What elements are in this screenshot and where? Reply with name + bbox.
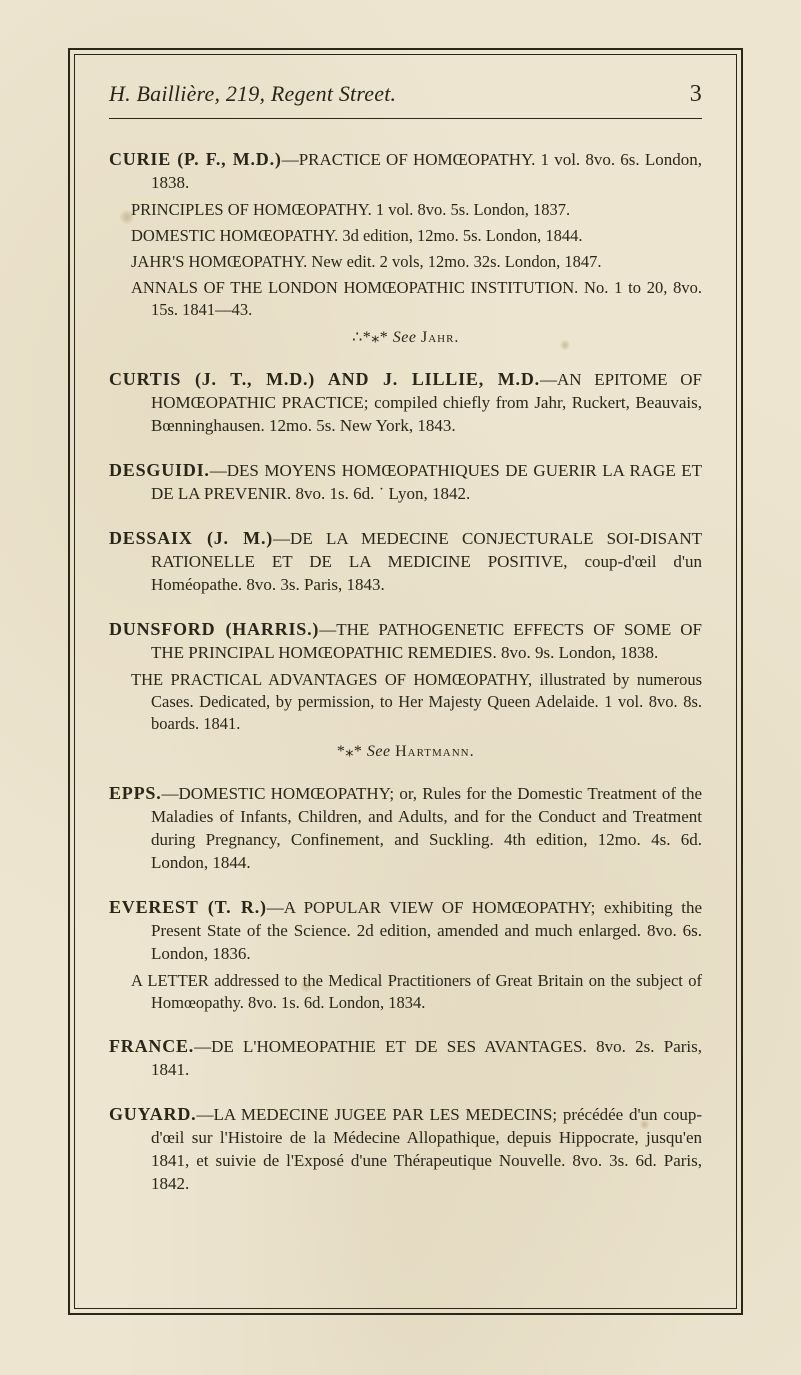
catalogue-entry: DESGUIDI.—DES MOYENS HOMŒOPATHIQUES DE G… — [109, 458, 702, 506]
entry-lead: CURTIS (J. T., M.D.) AND J. LILLIE, M.D.… — [109, 367, 702, 438]
see-word: See — [367, 743, 395, 760]
entry-author: GUYARD. — [109, 1104, 196, 1124]
entry-sub: A LETTER addressed to the Medical Practi… — [109, 970, 702, 1014]
page-number: 3 — [690, 81, 702, 108]
entry-author: CURIE (P. F., M.D.) — [109, 149, 282, 169]
entry-lead-rest: —LA MEDECINE JUGEE PAR LES MEDECINS; pré… — [151, 1105, 702, 1193]
catalogue-entry: FRANCE.—DE L'HOMEOPATHIE ET DE SES AVANT… — [109, 1034, 702, 1082]
see-word: See — [393, 329, 421, 346]
entry-lead: GUYARD.—LA MEDECINE JUGEE PAR LES MEDECI… — [109, 1102, 702, 1196]
catalogue-entry: DESSAIX (J. M.)—DE LA MEDECINE CONJECTUR… — [109, 526, 702, 597]
entry-sub: JAHR'S HOMŒOPATHY. New edit. 2 vols, 12m… — [109, 251, 702, 273]
catalogue-entry: GUYARD.—LA MEDECINE JUGEE PAR LES MEDECI… — [109, 1102, 702, 1196]
catalogue-entry: EPPS.—DOMESTIC HOMŒOPATHY; or, Rules for… — [109, 781, 702, 875]
see-reference: ∴*⁎* See Jahr. — [109, 327, 702, 347]
entry-lead: DESGUIDI.—DES MOYENS HOMŒOPATHIQUES DE G… — [109, 458, 702, 506]
entry-sub: THE PRACTICAL ADVANTAGES OF HOMŒOPATHY, … — [109, 669, 702, 735]
catalogue-entry: CURTIS (J. T., M.D.) AND J. LILLIE, M.D.… — [109, 367, 702, 438]
entry-lead: FRANCE.—DE L'HOMEOPATHIE ET DE SES AVANT… — [109, 1034, 702, 1082]
entry-lead: DUNSFORD (HARRIS.)—THE PATHOGENETIC EFFE… — [109, 617, 702, 665]
running-head: H. Baillière, 219, Regent Street. 3 — [109, 81, 702, 108]
entry-sub: PRINCIPLES OF HOMŒOPATHY. 1 vol. 8vo. 5s… — [109, 199, 702, 221]
running-title: H. Baillière, 219, Regent Street. — [109, 81, 396, 107]
head-rule — [109, 118, 702, 119]
see-mark: ∴*⁎* — [352, 329, 393, 346]
see-name: Hartmann — [395, 743, 470, 760]
entry-lead: CURIE (P. F., M.D.)—PRACTICE OF HOMŒOPAT… — [109, 147, 702, 195]
entry-author: EPPS. — [109, 783, 162, 803]
catalogue-entry: DUNSFORD (HARRIS.)—THE PATHOGENETIC EFFE… — [109, 617, 702, 761]
inner-border: H. Baillière, 219, Regent Street. 3 CURI… — [74, 54, 737, 1309]
see-reference: *⁎* See Hartmann. — [109, 741, 702, 761]
entry-lead-rest: —DE L'HOMEOPATHIE ET DE SES AVANTAGES. 8… — [151, 1037, 702, 1079]
page: H. Baillière, 219, Regent Street. 3 CURI… — [0, 0, 801, 1375]
entry-author: DESGUIDI. — [109, 460, 210, 480]
entry-lead-rest: —DOMESTIC HOMŒOPATHY; or, Rules for the … — [151, 784, 702, 872]
entry-lead-rest: —DES MOYENS HOMŒOPATHIQUES DE GUERIR LA … — [151, 461, 702, 503]
entry-author: DUNSFORD (HARRIS.) — [109, 619, 319, 639]
entry-lead: DESSAIX (J. M.)—DE LA MEDECINE CONJECTUR… — [109, 526, 702, 597]
entry-author: CURTIS (J. T., M.D.) AND J. LILLIE, M.D. — [109, 369, 540, 389]
entry-author: EVEREST (T. R.) — [109, 897, 267, 917]
entry-sub: ANNALS OF THE LONDON HOMŒOPATHIC INSTITU… — [109, 277, 702, 321]
catalogue-entry: EVEREST (T. R.)—A POPULAR VIEW OF HOMŒOP… — [109, 895, 702, 1014]
entry-lead: EPPS.—DOMESTIC HOMŒOPATHY; or, Rules for… — [109, 781, 702, 875]
entries-container: CURIE (P. F., M.D.)—PRACTICE OF HOMŒOPAT… — [109, 147, 702, 1196]
entry-lead: EVEREST (T. R.)—A POPULAR VIEW OF HOMŒOP… — [109, 895, 702, 966]
see-mark: *⁎* — [337, 743, 367, 760]
entry-author: FRANCE. — [109, 1036, 194, 1056]
outer-border: H. Baillière, 219, Regent Street. 3 CURI… — [68, 48, 743, 1315]
see-name: Jahr — [421, 329, 454, 346]
entry-author: DESSAIX (J. M.) — [109, 528, 273, 548]
entry-sub: DOMESTIC HOMŒOPATHY. 3d edition, 12mo. 5… — [109, 225, 702, 247]
catalogue-entry: CURIE (P. F., M.D.)—PRACTICE OF HOMŒOPAT… — [109, 147, 702, 347]
